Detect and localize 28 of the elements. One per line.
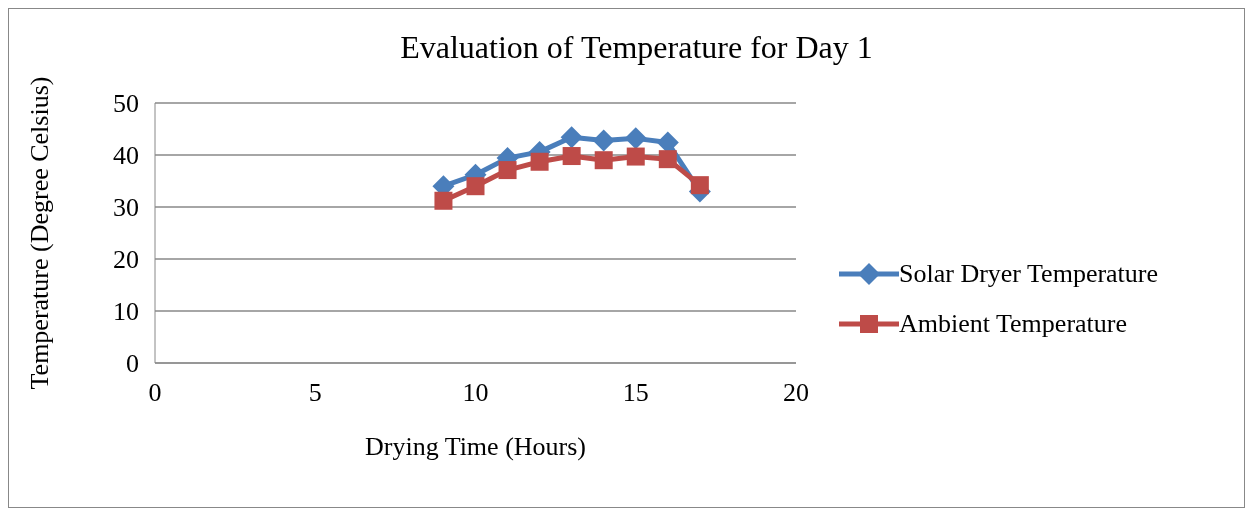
point: [434, 191, 453, 210]
x-tick-label: 20: [783, 378, 809, 408]
point: [562, 147, 581, 166]
y-tick-label: 20: [113, 245, 139, 275]
y-tick-label: 50: [113, 89, 139, 119]
point: [624, 127, 647, 150]
y-tick-label: 10: [113, 297, 139, 327]
x-axis-title: Drying Time (Hours): [364, 432, 587, 461]
point: [498, 161, 517, 180]
point: [594, 151, 613, 170]
y-tick-label: 30: [113, 193, 139, 223]
y-tick-label: 0: [126, 349, 139, 379]
point: [626, 147, 645, 166]
chart-title: Evaluation of Temperature for Day 1: [399, 29, 874, 66]
point: [592, 129, 615, 152]
legend-label: Solar Dryer Temperature: [899, 259, 1159, 289]
point: [690, 176, 709, 195]
point: [466, 177, 485, 196]
point: [530, 152, 549, 171]
y-tick-label: 40: [113, 141, 139, 171]
point: [658, 150, 677, 169]
point: [560, 126, 583, 149]
x-tick-label: 15: [622, 378, 649, 408]
legend-label: Ambient Temperature: [899, 309, 1128, 339]
x-tick-label: 5: [308, 378, 322, 408]
y-axis-title: Temperature (Degree Celsius): [25, 76, 55, 390]
x-tick-label: 10: [462, 378, 489, 408]
x-tick-label: 0: [148, 378, 162, 408]
